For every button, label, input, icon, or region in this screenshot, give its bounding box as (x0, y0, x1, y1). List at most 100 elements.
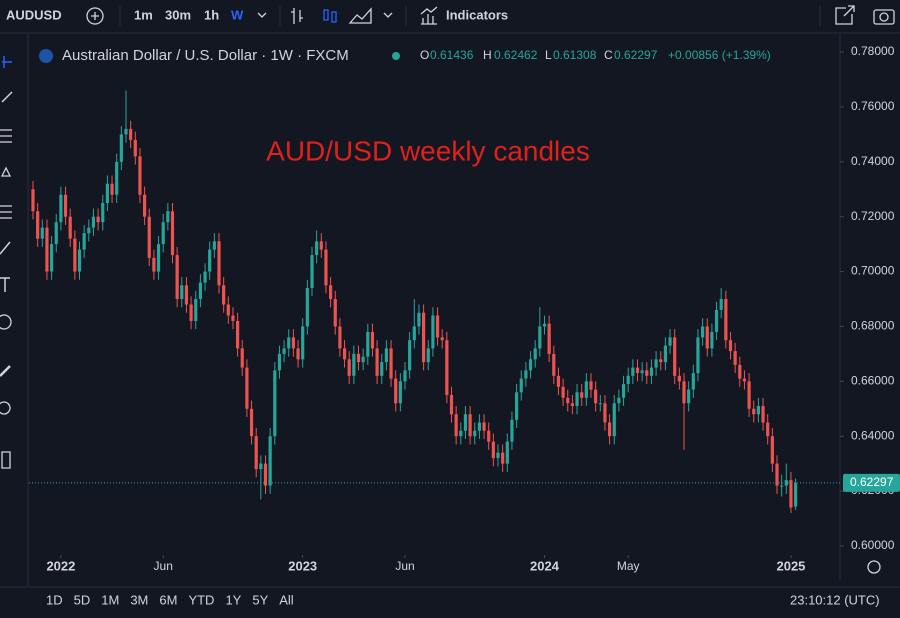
candle-body (398, 381, 402, 404)
ohlc-letter: H (483, 48, 492, 62)
candle-body (287, 337, 291, 349)
range-button[interactable]: 6M (159, 592, 177, 607)
candle-body (356, 353, 361, 363)
candle-body (570, 403, 574, 407)
candle-body (273, 370, 277, 437)
brush-tool[interactable] (0, 241, 11, 255)
candle-body (147, 216, 151, 258)
candle-body (380, 362, 384, 376)
candle-body (412, 326, 416, 341)
trend-tool[interactable] (1, 91, 13, 103)
chart-title: Australian Dollar / U.S. Dollar · 1W · F… (62, 47, 349, 64)
chevron[interactable] (257, 12, 267, 18)
candle-body (105, 183, 109, 203)
candle-body (236, 320, 240, 349)
candle-body (635, 367, 640, 374)
candle-body (542, 323, 547, 327)
candle-body (389, 348, 393, 379)
candle-body (198, 282, 202, 300)
candle-body (170, 211, 175, 256)
interval[interactable]: 1h (204, 7, 219, 22)
text-tool[interactable] (0, 277, 10, 292)
candle-body (82, 233, 86, 250)
candle-body (119, 134, 123, 162)
candle-body (556, 375, 561, 387)
candle-body (645, 370, 649, 376)
camera-icon[interactable] (873, 9, 895, 25)
candle-body (217, 241, 221, 286)
left-toolbar (0, 33, 29, 585)
magnet-tool[interactable] (1, 451, 11, 469)
change: +0.00856 (+1.39%) (668, 48, 771, 62)
candle-body (240, 348, 244, 368)
fib-tool[interactable] (0, 129, 12, 143)
candle-body (575, 392, 579, 407)
candle-body (203, 271, 207, 283)
range-button[interactable]: 1D (46, 592, 63, 607)
pattern-tool[interactable] (0, 166, 12, 177)
candle-body (338, 326, 342, 349)
y-tick-label: 0.64000 (851, 428, 895, 442)
candle-body (143, 194, 147, 217)
interval[interactable]: 30m (165, 7, 191, 22)
symbol[interactable]: AUDUSD (6, 7, 62, 22)
candle-body (617, 397, 621, 404)
candle-body (608, 422, 612, 437)
candles-icon-part (331, 11, 337, 23)
candle-body (366, 331, 370, 357)
indicators-button[interactable]: Indicators (446, 7, 508, 22)
candle-body (738, 364, 742, 379)
range-button[interactable]: 3M (130, 592, 148, 607)
measure-tool[interactable] (0, 365, 11, 377)
candles-icon[interactable] (323, 9, 329, 21)
indicators-icon[interactable] (420, 6, 438, 25)
candle-body (277, 353, 282, 371)
candle-body (547, 323, 551, 354)
range-button[interactable]: 5Y (252, 592, 268, 607)
y-tick-label: 0.74000 (851, 154, 895, 168)
range-button[interactable]: 1Y (225, 592, 241, 607)
y-tick-label: 0.78000 (851, 44, 895, 58)
chevron[interactable] (383, 12, 393, 18)
candle-body (566, 397, 570, 404)
emoji-tool[interactable] (0, 314, 12, 330)
candle-body (282, 348, 286, 354)
candle-body (473, 430, 477, 437)
interval[interactable]: 1m (134, 7, 153, 22)
candle-body (728, 340, 733, 352)
ohlc-value: 0.62462 (494, 48, 538, 62)
candle-body (770, 436, 774, 464)
crosshair-tool[interactable] (2, 56, 12, 68)
range-button[interactable]: 5D (74, 592, 91, 607)
area-icon[interactable] (348, 7, 372, 24)
candle-body (115, 161, 119, 195)
interval-active[interactable]: W (231, 7, 244, 22)
share-icon[interactable] (835, 5, 855, 25)
add-symbol[interactable] (86, 7, 104, 25)
plus-icon (91, 12, 99, 20)
candle-body (315, 241, 319, 256)
candle-body (180, 285, 184, 300)
camera-lens (879, 12, 889, 22)
candle-body (324, 249, 328, 286)
candle-body (654, 359, 658, 368)
candle-body (189, 304, 193, 321)
last-price-tag (843, 473, 900, 492)
candle-body (552, 353, 556, 376)
bars-icon[interactable] (291, 8, 303, 24)
settings-icon[interactable] (867, 560, 881, 574)
range-button[interactable]: All (279, 592, 294, 607)
zoom-tool[interactable] (0, 401, 11, 415)
candle-body (124, 128, 128, 135)
range-button[interactable]: YTD (188, 592, 214, 607)
forecast-tool[interactable] (0, 205, 12, 219)
candle-body (682, 381, 686, 404)
candle-body (724, 299, 728, 341)
flag-icon (39, 49, 53, 63)
legend: Australian Dollar / U.S. Dollar · 1W · F… (39, 47, 771, 64)
ohlc-letter: C (604, 48, 613, 62)
candle-body (152, 257, 156, 272)
y-tick-label: 0.76000 (851, 99, 895, 113)
range-button[interactable]: 1M (101, 592, 119, 607)
candle-body (524, 370, 528, 379)
